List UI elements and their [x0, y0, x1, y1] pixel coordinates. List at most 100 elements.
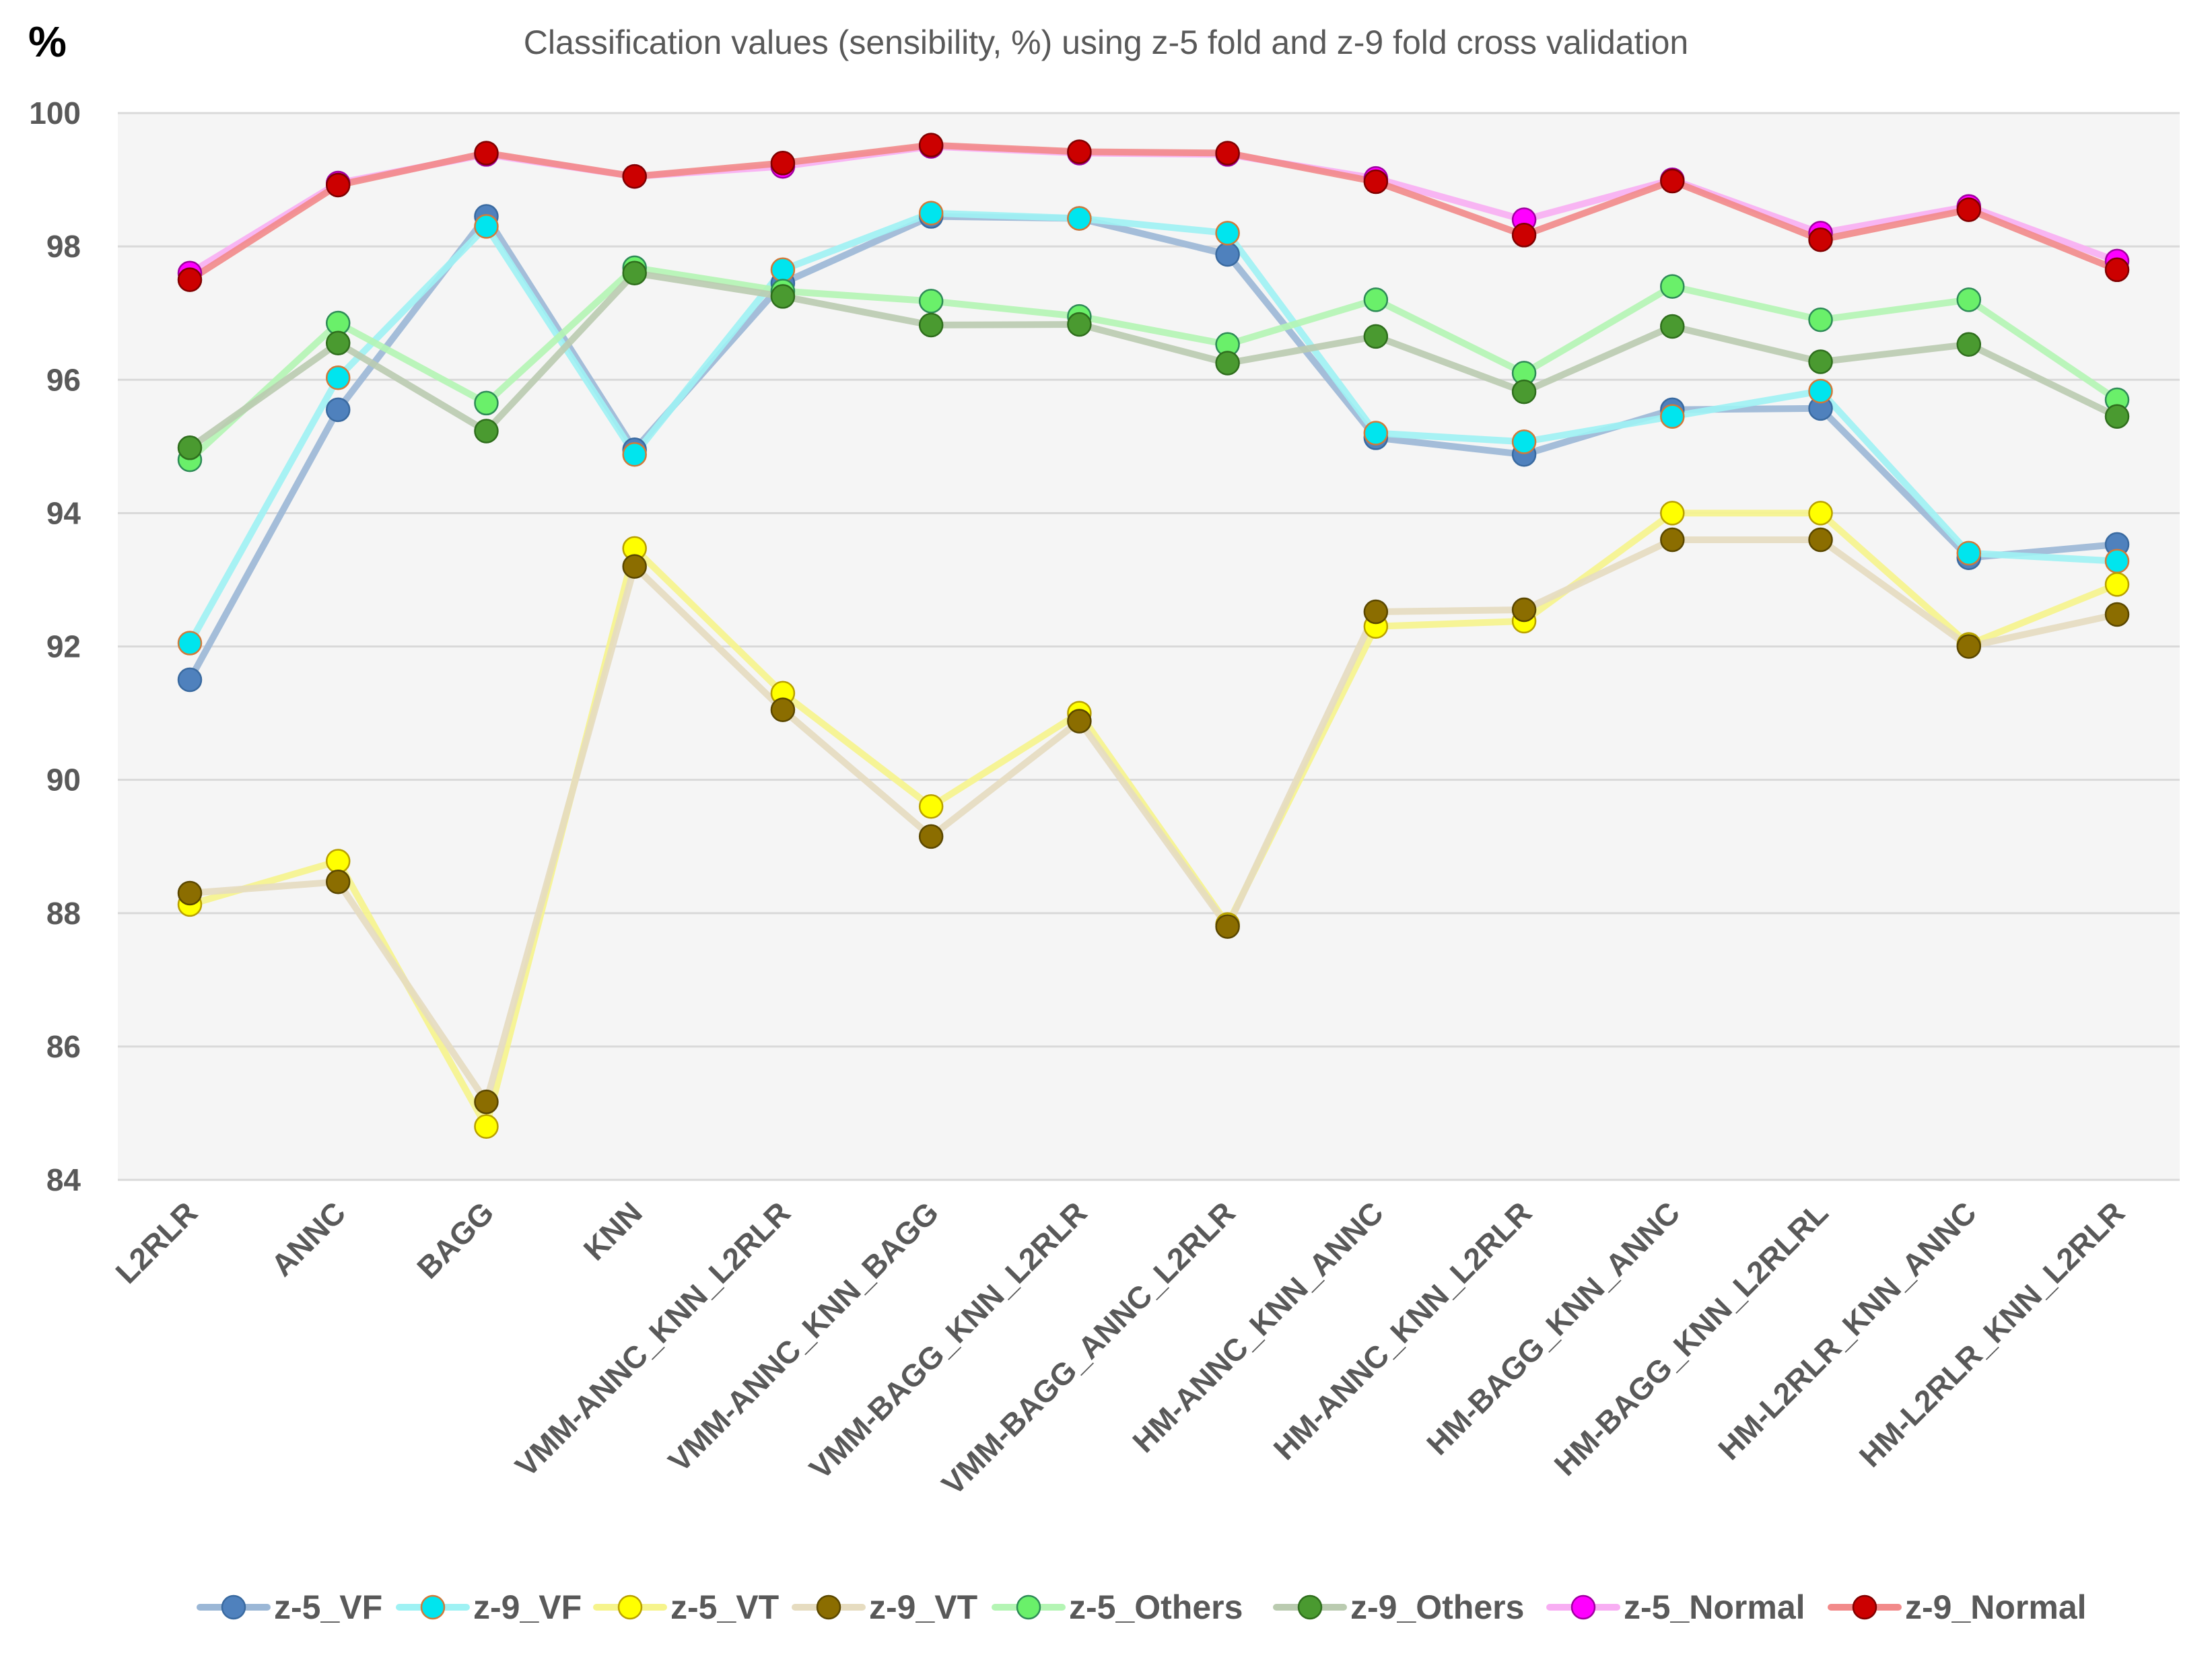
data-point-z-5_VF	[1215, 242, 1240, 267]
data-point-z-9_Others	[325, 330, 351, 356]
y-tick-label: 88	[46, 896, 81, 931]
data-point-z-9_VF	[474, 214, 499, 239]
x-tick-label: VMM-ANNC_KNN_BAGG	[662, 1195, 946, 1479]
data-point-z-5_VT	[1660, 501, 1685, 526]
x-tick-label: BAGG	[410, 1195, 500, 1285]
data-point-z-9_Others	[1363, 324, 1389, 349]
x-tick-label: KNN	[577, 1195, 649, 1267]
legend-label-z-5_Others: z-5_Others	[1069, 1588, 1243, 1626]
x-tick-label: HM-L2RLR_KNN_ANNC	[1711, 1195, 1983, 1467]
data-point-z-9_VT	[1363, 599, 1389, 625]
data-point-z-5_VT	[1808, 501, 1833, 526]
data-point-z-5_Others	[1363, 287, 1389, 312]
x-axis-ticks: L2RLR ANNC BAGG KNNVMM-ANNC_KNN_L2RLRVMM-AN…	[108, 1195, 2131, 1502]
series-line-z-5_VF	[186, 213, 2120, 683]
series-line-z-9_Others	[186, 269, 2120, 452]
data-point-z-9_VT	[474, 1089, 499, 1115]
data-point-z-9_Others	[622, 260, 647, 285]
data-point-z-9_VT	[1808, 527, 1833, 553]
series-markers	[177, 133, 2130, 1139]
data-point-z-5_Others	[1660, 274, 1685, 299]
series-lines	[186, 141, 2120, 1130]
data-point-z-9_VF	[1660, 404, 1685, 429]
x-tick-label: HM-BAGG_KNN_ANNC	[1420, 1195, 1686, 1461]
data-point-z-9_Normal	[622, 164, 647, 189]
x-tick-label: VMM-BAGG_KNN_L2RLR	[802, 1195, 1094, 1486]
data-point-z-9_VF	[918, 201, 944, 225]
data-point-z-9_Others	[1808, 349, 1833, 374]
data-point-z-9_VF	[2104, 549, 2130, 573]
legend-label-z-9_VF: z-9_VF	[473, 1588, 582, 1626]
x-tick-label: HM-ANNC_KNN_L2RLR	[1267, 1195, 1539, 1467]
data-point-z-9_VF	[770, 257, 796, 283]
data-point-z-9_Normal	[918, 133, 944, 157]
y-tick-label: 96	[46, 362, 81, 397]
data-point-z-9_VF	[177, 631, 203, 656]
data-point-z-5_VF	[177, 667, 203, 693]
y-tick-label: 100	[29, 96, 81, 131]
data-point-z-9_Others	[1067, 312, 1092, 337]
data-point-z-9_Normal	[2104, 257, 2130, 283]
y-tick-label: 94	[46, 495, 81, 530]
data-point-z-9_VT	[770, 697, 796, 722]
data-point-z-9_Normal	[474, 141, 499, 166]
data-point-z-9_Normal	[1956, 197, 1982, 222]
y-tick-label: 86	[46, 1029, 81, 1064]
legend-label-z-9_Normal: z-9_Normal	[1905, 1588, 2087, 1626]
legend-label-z-9_VT: z-9_VT	[869, 1588, 977, 1626]
legend-swatch-marker-z-5_VT	[617, 1594, 643, 1620]
x-tick-label: VMM-BAGG_ANNC_L2RLR	[935, 1195, 1242, 1502]
data-point-z-9_Others	[474, 419, 499, 444]
legend-swatch-marker-z-9_Normal	[1852, 1594, 1877, 1620]
legend-swatch-marker-z-9_VT	[816, 1594, 841, 1620]
data-point-z-9_VT	[2104, 602, 2130, 627]
data-point-z-5_Others	[1956, 287, 1982, 312]
data-point-z-9_VF	[1808, 378, 1833, 404]
chart-title: Classification values (sensibility, %) u…	[524, 24, 1688, 61]
legend-swatch-marker-z-5_VF	[221, 1594, 246, 1620]
series-line-z-9_VT	[186, 536, 2120, 1106]
data-point-z-9_Others	[1511, 379, 1537, 405]
data-point-z-9_VF	[1363, 421, 1389, 446]
data-point-z-9_Normal	[770, 151, 796, 176]
x-tick-label: ANNC	[265, 1195, 353, 1283]
legend-swatch-marker-z-9_Others	[1297, 1594, 1323, 1620]
data-point-z-9_VT	[1511, 597, 1537, 623]
data-point-z-9_Normal	[177, 267, 203, 292]
legend-swatch-marker-z-5_Others	[1016, 1594, 1041, 1620]
legend: z-5_VF z-9_VF z-5_VT z-9_VT z-5_Others z-9_Ot…	[197, 1588, 2087, 1626]
data-point-z-9_VT	[325, 869, 351, 894]
data-point-z-9_VT	[1660, 527, 1685, 553]
legend-swatch-marker-z-5_Normal	[1570, 1594, 1596, 1620]
data-point-z-9_VF	[622, 442, 647, 467]
data-point-z-5_VF	[325, 397, 351, 423]
data-point-z-9_VF	[1511, 429, 1537, 454]
data-point-z-5_VT	[325, 849, 351, 874]
data-point-z-9_Normal	[1215, 141, 1240, 166]
data-point-z-9_VT	[1956, 634, 1982, 659]
data-point-z-9_Others	[177, 435, 203, 460]
legend-swatch-marker-z-9_VF	[420, 1594, 446, 1620]
legend-label-z-5_VF: z-5_VF	[274, 1588, 382, 1626]
data-point-z-9_Others	[2104, 404, 2130, 429]
y-tick-label: 84	[46, 1162, 81, 1197]
series-line-z-9_VF	[186, 209, 2120, 647]
data-point-z-5_VT	[474, 1114, 499, 1139]
data-point-z-9_Normal	[1067, 139, 1092, 164]
data-point-z-9_Others	[1660, 314, 1685, 339]
data-point-z-9_Others	[1956, 332, 1982, 357]
data-point-z-9_Normal	[1363, 169, 1389, 195]
x-tick-label: HM-L2RLR_KNN_L2RLR	[1853, 1195, 2131, 1473]
x-tick-label: L2RLR	[108, 1195, 204, 1290]
data-point-z-9_VF	[1215, 221, 1240, 246]
data-point-z-9_VT	[622, 554, 647, 579]
data-point-z-9_Others	[770, 284, 796, 309]
y-tick-label: 90	[46, 763, 81, 798]
series-line-z-9_Normal	[186, 141, 2120, 283]
x-tick-label: HM-BAGG_KNN_L2RLRL	[1548, 1195, 1835, 1482]
data-point-z-9_VF	[1956, 540, 1982, 566]
x-tick-label: HM-ANNC_KNN_ANNC	[1126, 1195, 1390, 1459]
data-point-z-9_VF	[325, 365, 351, 390]
data-point-z-9_VT	[918, 824, 944, 849]
